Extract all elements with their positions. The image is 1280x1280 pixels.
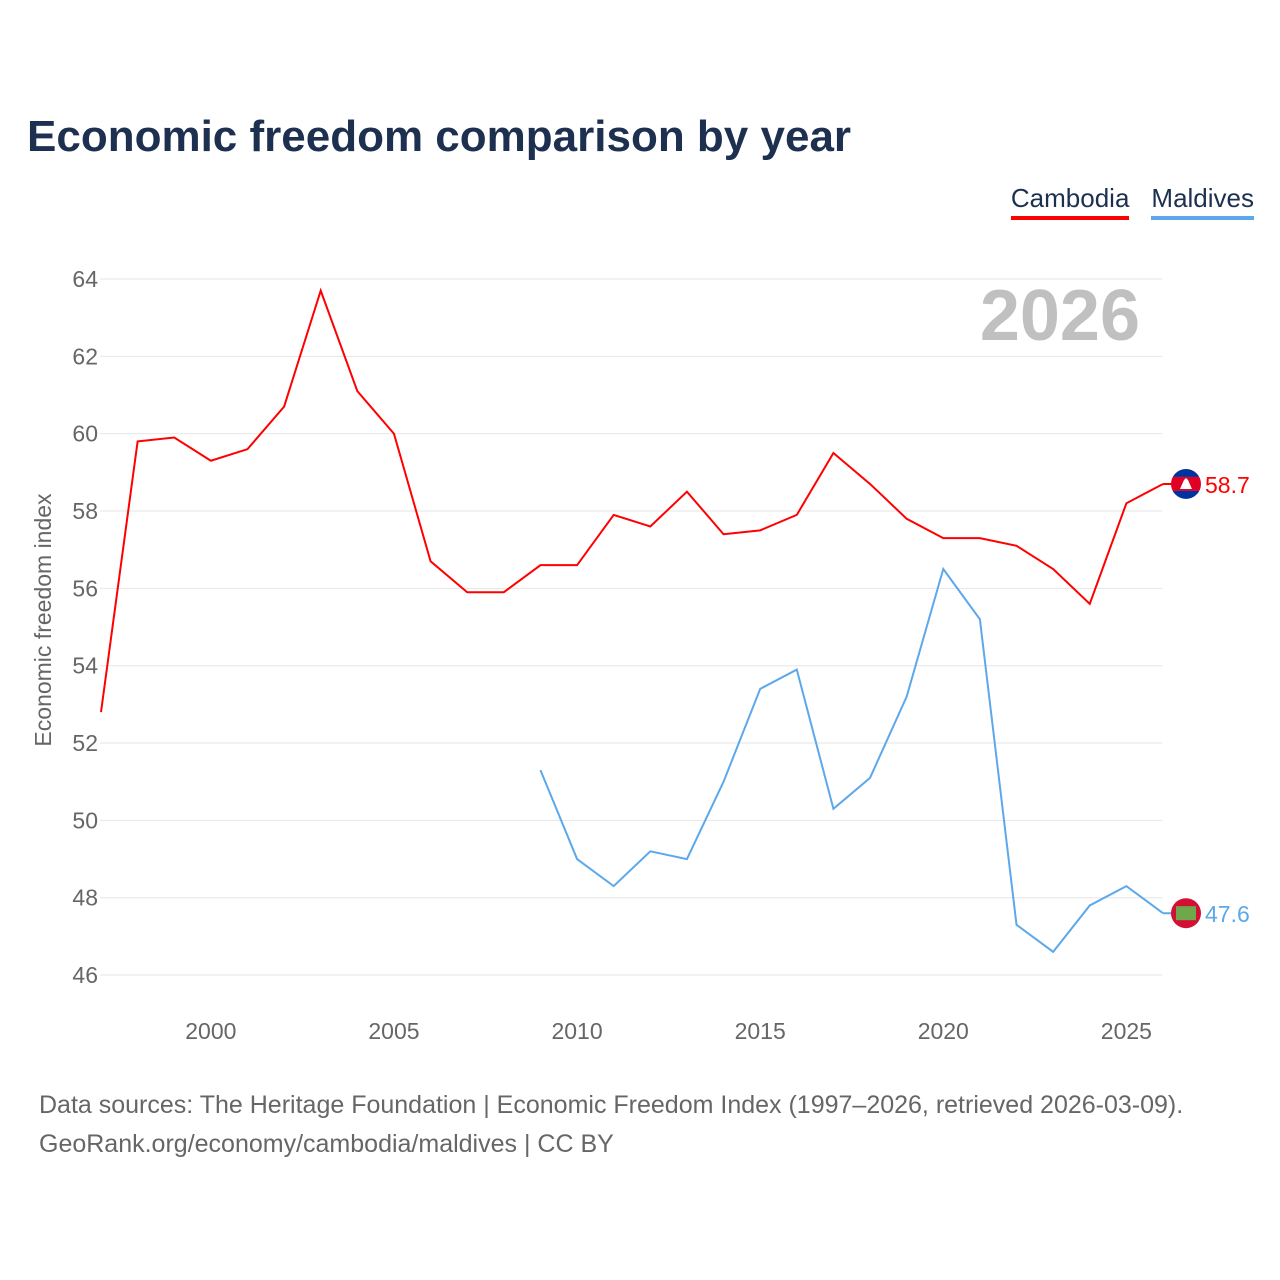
source-line-2: GeoRank.org/economy/cambodia/maldives | …	[39, 1130, 614, 1158]
chart-title: Economic freedom comparison by year	[27, 112, 852, 161]
y-tick-label: 54	[72, 653, 98, 679]
maldives-flag-icon	[1171, 898, 1201, 929]
series-line-maldives	[539, 566, 1164, 954]
y-tick-label: 62	[72, 343, 98, 369]
line-chart: 46 48 50 52 54 56 58 60 62 64 2000 2005 2010 2015 2020…	[30, 266, 1250, 1044]
source-line-1: Data sources: The Heritage Foundation | …	[39, 1091, 1184, 1119]
end-value-label-maldives: 47.6	[1205, 901, 1250, 927]
y-tick-label: 56	[72, 575, 98, 601]
y-tick-label: 50	[72, 807, 98, 833]
x-tick-label: 2010	[551, 1018, 602, 1044]
y-tick-label: 60	[72, 421, 98, 447]
cambodia-flag-icon	[1171, 468, 1201, 499]
x-tick-label: 2005	[368, 1018, 419, 1044]
source-note: Data sources: The Heritage Foundation | …	[39, 1086, 1183, 1164]
series-line-cambodia	[100, 287, 1164, 713]
x-tick-label: 2025	[1101, 1018, 1152, 1044]
y-tick-label: 58	[72, 498, 98, 524]
x-tick-label: 2000	[185, 1018, 236, 1044]
y-tick-label: 48	[72, 885, 98, 911]
legend: Cambodia Maldives	[1010, 183, 1254, 220]
x-tick-label: 2020	[918, 1018, 969, 1044]
y-tick-label: 52	[72, 730, 98, 756]
y-tick-label: 46	[72, 962, 98, 988]
x-tick-label: 2015	[735, 1018, 786, 1044]
y-axis-label: Economic freedom index	[30, 493, 56, 747]
legend-maldives[interactable]: Maldives	[1151, 183, 1254, 220]
year-watermark: 2026	[980, 276, 1140, 356]
legend-cambodia[interactable]: Cambodia	[1010, 183, 1130, 220]
end-value-label-cambodia: 58.7	[1205, 472, 1250, 498]
y-tick-label: 64	[72, 266, 98, 292]
